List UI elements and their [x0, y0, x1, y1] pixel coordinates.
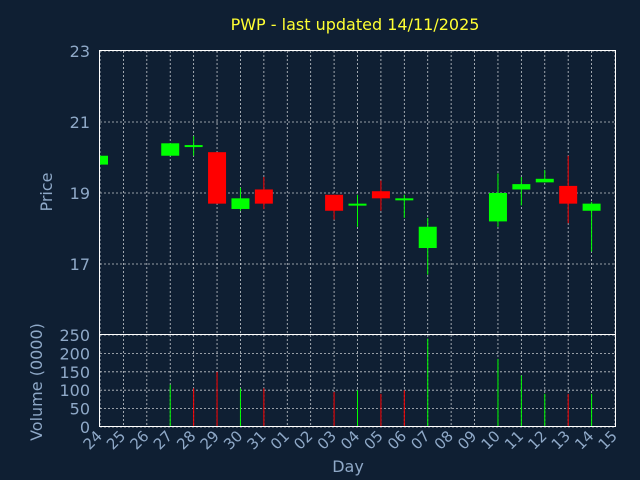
x-tick-04: 04 [337, 427, 363, 453]
candle-body-28 [184, 145, 203, 148]
price-y-ticks: 17 19 21 23 [70, 42, 90, 274]
x-tick-14: 14 [571, 427, 597, 453]
candle-body-13 [559, 185, 578, 204]
volume-tick-250: 250 [59, 326, 90, 345]
candle-body-05 [371, 191, 390, 199]
x-tick-27: 27 [150, 427, 176, 453]
x-tick-05: 05 [361, 427, 387, 453]
x-tick-15: 15 [595, 427, 621, 453]
candle-14 [582, 201, 601, 252]
candle-body-11 [512, 184, 531, 190]
volume-bars [169, 338, 593, 427]
candle-11 [512, 177, 531, 206]
price-axis-label: Price [37, 172, 56, 211]
candle-body-07 [418, 226, 437, 249]
x-ticks: 2425262728293031010203040506070809101112… [80, 427, 621, 453]
candle-03 [325, 194, 344, 220]
candle-24 [99, 155, 108, 165]
candle-body-10 [488, 193, 507, 222]
volume-tick-0: 0 [80, 418, 90, 437]
candle-body-30 [231, 198, 250, 209]
candle-12 [535, 169, 554, 183]
volume-axis-label: Volume (0000) [27, 323, 46, 441]
candle-body-04 [348, 203, 367, 206]
candle-body-24 [100, 155, 108, 165]
price-tick-19: 19 [70, 184, 90, 203]
x-tick-26: 26 [126, 427, 152, 453]
candle-28 [184, 136, 203, 156]
x-tick-02: 02 [290, 427, 316, 453]
x-tick-31: 31 [243, 427, 269, 453]
x-tick-25: 25 [103, 427, 129, 453]
candle-body-03 [325, 194, 344, 211]
price-tick-17: 17 [70, 255, 90, 274]
x-tick-30: 30 [220, 427, 246, 453]
x-tick-29: 29 [197, 427, 223, 453]
x-tick-13: 13 [548, 427, 574, 453]
x-tick-10: 10 [478, 427, 504, 453]
candle-body-12 [535, 178, 554, 183]
candle-body-14 [582, 203, 601, 211]
candle-29 [208, 152, 227, 204]
candle-30 [231, 187, 250, 211]
volume-tick-200: 200 [59, 344, 90, 363]
candle-body-06 [395, 198, 414, 201]
candle-13 [559, 155, 578, 224]
candle-27 [161, 143, 180, 156]
x-tick-03: 03 [314, 427, 340, 453]
price-tick-23: 23 [70, 42, 90, 61]
candle-10 [488, 173, 507, 227]
candle-04 [348, 194, 367, 227]
x-tick-09: 09 [454, 427, 480, 453]
candle-31 [254, 177, 273, 209]
candle-06 [395, 194, 414, 218]
volume-tick-50: 50 [70, 400, 90, 419]
candle-body-27 [161, 143, 180, 156]
candle-05 [371, 180, 390, 211]
candle-body-31 [254, 189, 273, 204]
volume-tick-150: 150 [59, 363, 90, 382]
volume-panel-frame [99, 334, 616, 427]
chart-title: PWP - last updated 14/11/2025 [231, 15, 480, 34]
x-tick-12: 12 [524, 427, 550, 453]
candle-body-29 [208, 152, 227, 204]
price-tick-21: 21 [70, 113, 90, 132]
x-tick-08: 08 [431, 427, 457, 453]
x-tick-07: 07 [407, 427, 433, 453]
candle-07 [418, 217, 437, 275]
x-tick-06: 06 [384, 427, 410, 453]
x-tick-28: 28 [173, 427, 199, 453]
candlesticks [99, 136, 601, 275]
x-tick-01: 01 [267, 427, 293, 453]
x-axis-label: Day [332, 457, 364, 476]
x-tick-11: 11 [501, 427, 527, 453]
volume-tick-100: 100 [59, 381, 90, 400]
price-grid [99, 50, 616, 335]
